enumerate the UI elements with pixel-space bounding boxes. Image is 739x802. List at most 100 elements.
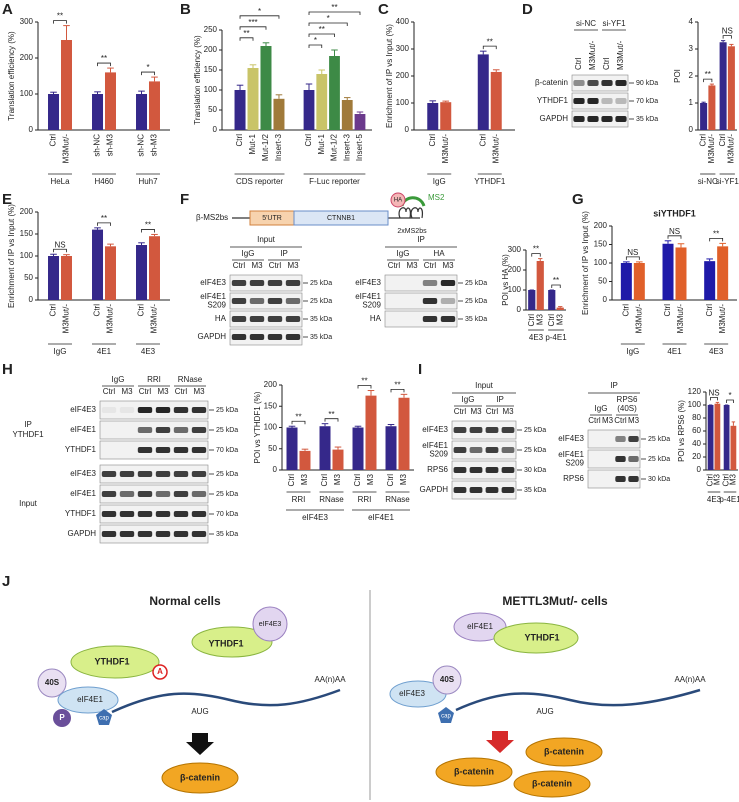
blot-band	[267, 334, 283, 340]
x-tick-label: Ctrl	[527, 314, 536, 327]
significance-label: **	[328, 410, 334, 419]
blot-band	[469, 487, 483, 493]
blot-band	[267, 298, 283, 304]
bar	[48, 94, 60, 130]
blot-band	[173, 427, 189, 433]
bar	[365, 395, 377, 470]
significance-bracket	[324, 418, 339, 422]
x-tick-label: Ctrl	[386, 474, 395, 487]
significance-bracket	[308, 11, 361, 15]
kda-label: 25 kDa	[216, 471, 238, 478]
x-tick-label: Ctrl	[706, 474, 715, 487]
blot-band	[285, 298, 301, 304]
significance-bracket	[239, 26, 267, 30]
blot-band	[101, 471, 117, 477]
blot-band	[191, 511, 207, 517]
blot-band	[249, 298, 265, 304]
blot-group-label: IgG	[242, 249, 255, 258]
y-tick-label: 100	[508, 285, 522, 294]
start-codon: AUG	[191, 707, 208, 716]
significance-label: *	[728, 391, 731, 400]
kda-label: 35 kDa	[216, 531, 238, 538]
bar	[329, 56, 340, 130]
blot-strip	[571, 92, 629, 110]
ha-tag	[390, 192, 406, 208]
blot-band	[501, 427, 515, 433]
phospho-label: P	[59, 713, 65, 722]
blot-row-label: eIF4E3	[558, 434, 584, 443]
blot-band	[615, 436, 626, 442]
kda-label: 35 kDa	[636, 116, 658, 123]
x-tick-label: Ctrl	[235, 134, 244, 147]
significance-bracket	[308, 44, 323, 48]
x-tick-label: Ctrl	[49, 134, 58, 147]
blot-row-label: HA	[370, 314, 382, 323]
blot-group-label: IgG	[462, 395, 475, 404]
significance-bracket	[239, 37, 254, 41]
bar	[319, 426, 331, 470]
blot-title: IP	[610, 381, 618, 390]
group-label: 4E1	[97, 347, 112, 356]
x-tick-label: Ctrl	[547, 314, 556, 327]
bar	[707, 405, 714, 470]
blot-band	[453, 447, 467, 453]
y-tick-label: 4	[689, 17, 694, 26]
y-tick-label: 200	[508, 265, 522, 274]
blot-band	[231, 316, 247, 322]
blot-band	[267, 316, 283, 322]
lane-label: M3	[193, 387, 205, 396]
blot-row-label: eIF4E1	[70, 425, 96, 434]
bar	[316, 74, 328, 130]
x-tick-label: M3	[399, 473, 408, 485]
blot-band	[173, 407, 189, 413]
blot-strip	[451, 420, 517, 440]
y-tick-label: 100	[20, 89, 34, 98]
lane-label: M3	[287, 261, 299, 270]
ha-label: HA	[394, 198, 402, 204]
blot-row-label: eIF4E3	[70, 405, 96, 414]
lane-label: Ctrl	[233, 261, 246, 270]
blot-strip	[99, 524, 209, 544]
poly-a: AA(n)AA	[314, 675, 346, 684]
bar	[136, 245, 148, 300]
group-label: si-YF1	[716, 177, 739, 186]
ribosome-label: 40S	[45, 678, 60, 687]
eif4e1-label: eIF4E1	[77, 695, 103, 704]
kda-label: 25 kDa	[465, 280, 487, 287]
x-tick-label: M3Mut/-	[491, 134, 500, 164]
panel-letter: C	[378, 1, 389, 18]
cap	[96, 709, 112, 725]
arrow	[186, 733, 214, 755]
blot-band	[101, 511, 117, 517]
kda-label: 25 kDa	[524, 447, 546, 454]
m6a	[152, 664, 168, 680]
x-tick-label: Mut-1	[317, 133, 326, 154]
sites-label: 2xMS2bs	[397, 228, 427, 235]
group-label: si-NC	[698, 177, 718, 186]
blot-strip	[99, 400, 209, 420]
blot-band	[587, 116, 599, 122]
blot-band	[573, 80, 585, 86]
blot-band	[173, 511, 189, 517]
product-label: β-catenin	[544, 746, 584, 756]
blot-band	[249, 334, 265, 340]
blot-band	[137, 471, 153, 477]
blot-band	[573, 116, 585, 122]
blot-band	[285, 280, 301, 286]
blot-strip	[587, 449, 641, 469]
bar	[273, 98, 285, 130]
blot-row-label: β-catenin	[535, 78, 568, 87]
y-tick-label: 60	[692, 426, 701, 435]
start-codon: AUG	[536, 707, 553, 716]
y-tick-label: 150	[204, 65, 218, 74]
significance-label: *	[258, 7, 261, 16]
blot-band	[191, 447, 207, 453]
x-tick-label: M3Mut/-	[727, 134, 736, 164]
significance-label: **	[101, 54, 107, 63]
y-tick-label: 120	[688, 387, 702, 396]
kda-label: 25 kDa	[310, 298, 332, 305]
blot-group-label: IgG	[397, 249, 410, 258]
significance-bracket	[726, 399, 734, 403]
y-axis-label: POI	[673, 69, 682, 83]
eif4e3	[252, 606, 288, 642]
